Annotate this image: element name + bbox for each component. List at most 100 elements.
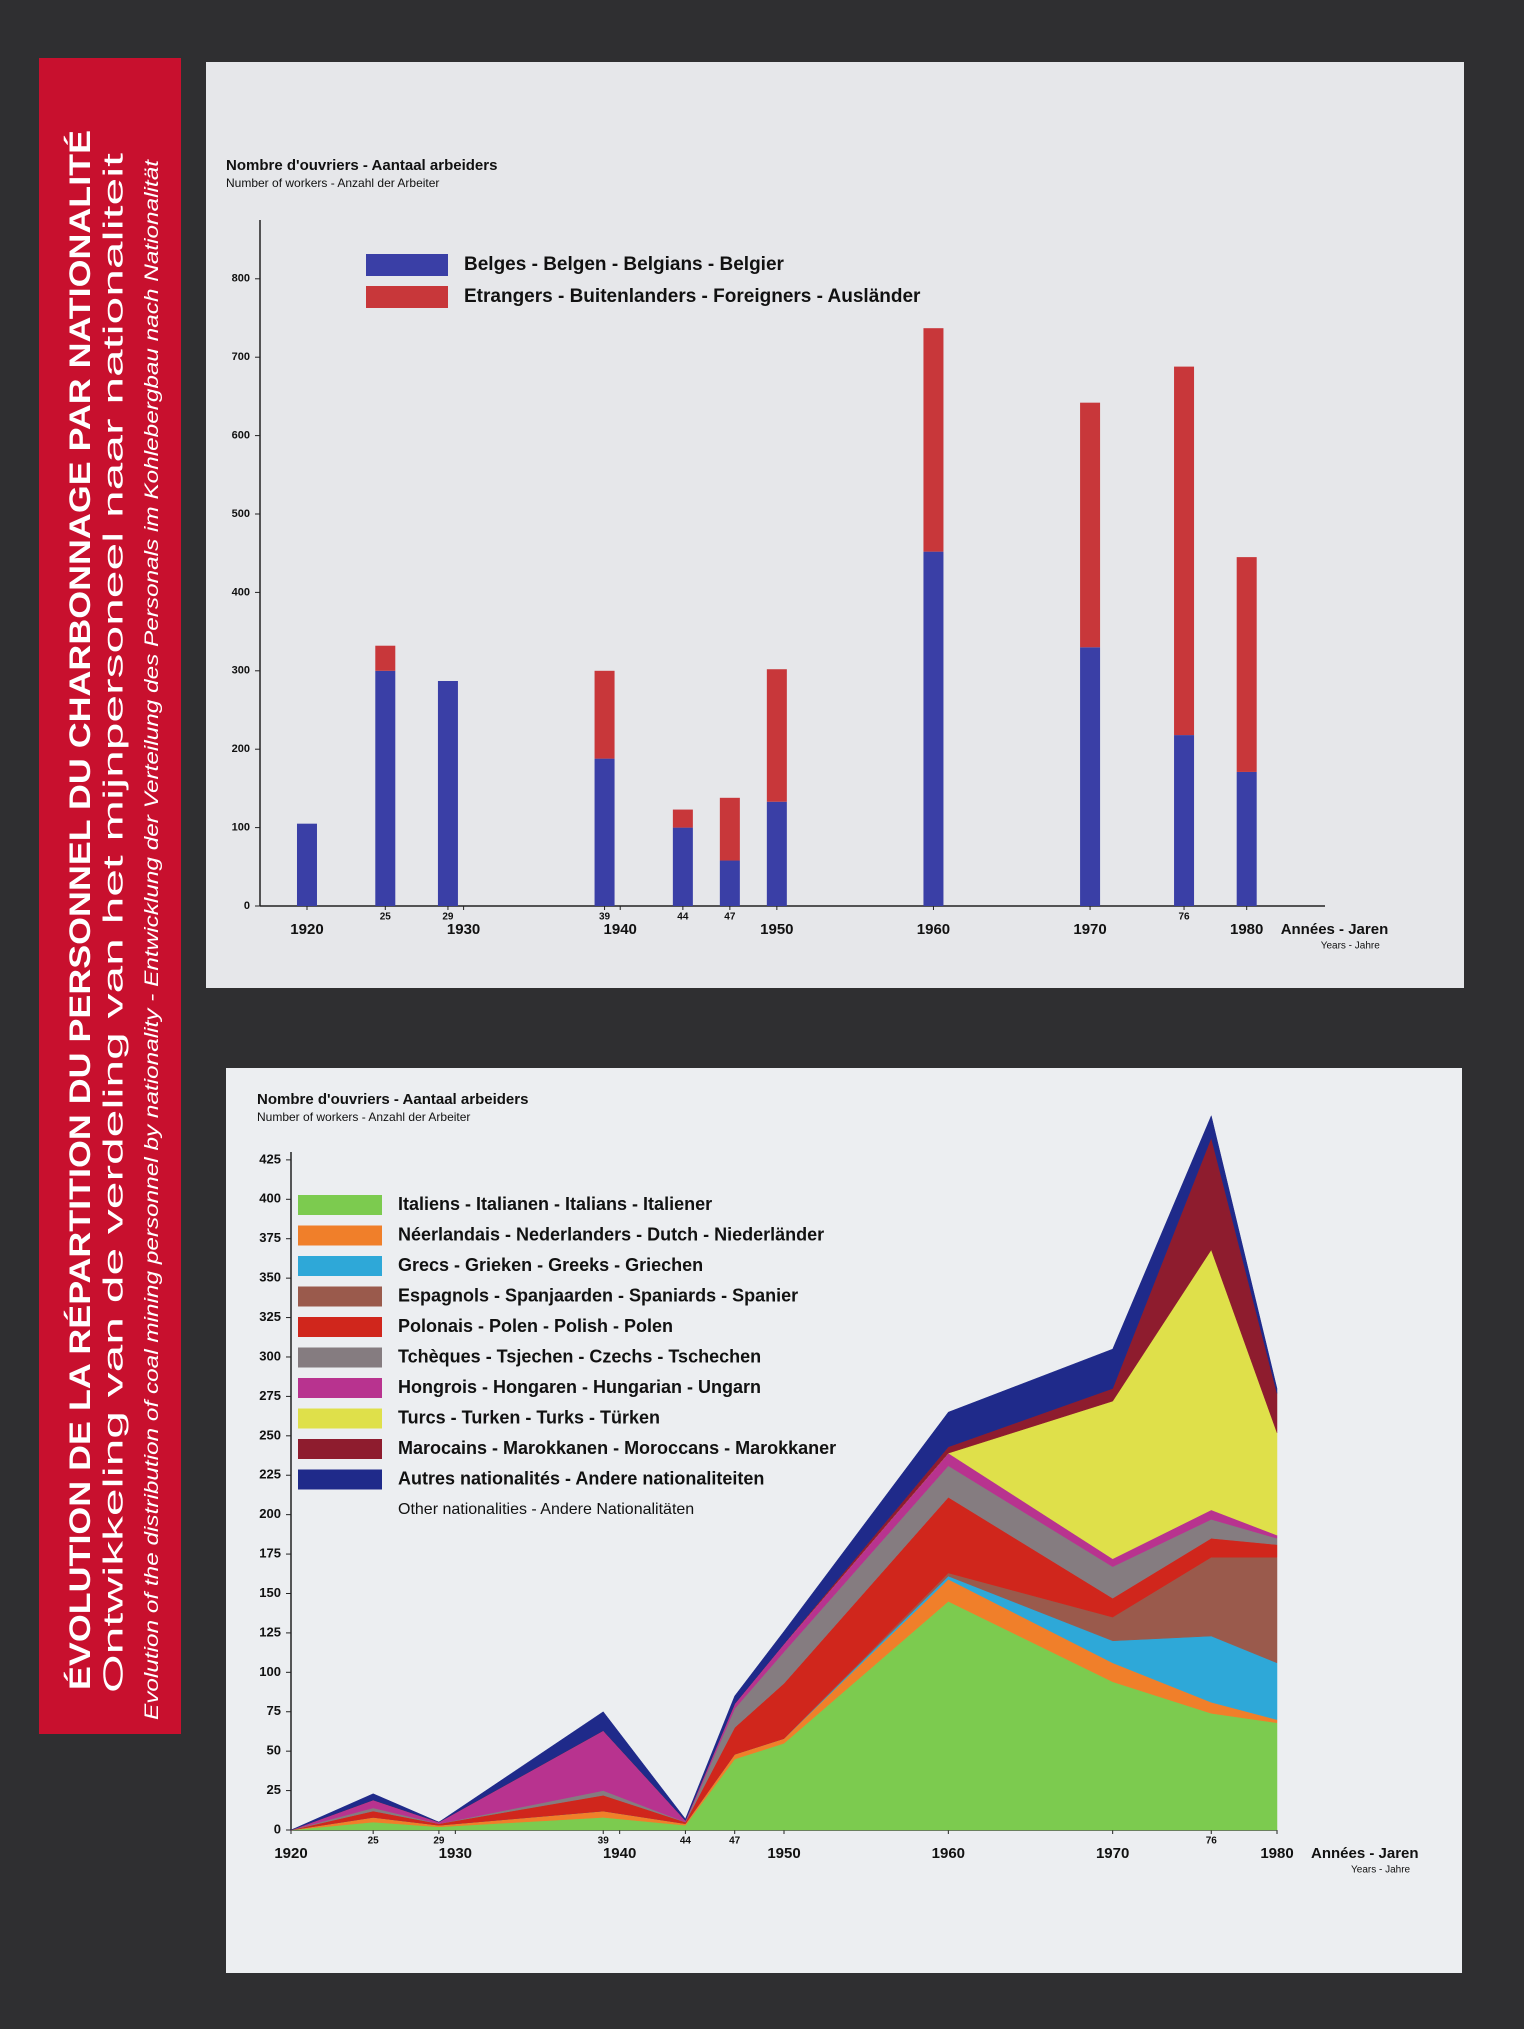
x-tick-label: 1960 <box>932 1845 965 1862</box>
bar-segment <box>1236 771 1257 906</box>
x-tick-label: 1950 <box>760 921 793 938</box>
legend-swatch <box>366 254 448 276</box>
legend-swatch <box>298 1286 382 1307</box>
y-tick-label: 300 <box>232 665 250 677</box>
bar-segment <box>923 551 944 906</box>
y-axis-title: Nombre d'ouvriers - Aantaal arbeiders <box>226 157 497 174</box>
bar-segment <box>766 669 787 802</box>
legend-label: Italiens - Italianen - Italians - Italie… <box>398 1194 712 1214</box>
x-tick-label: 39 <box>598 1836 610 1847</box>
bar-segment <box>1080 402 1101 648</box>
x-tick-label: 1930 <box>447 921 480 938</box>
legend-label: Etrangers - Buitenlanders - Foreigners -… <box>464 286 921 307</box>
y-tick-label: 300 <box>259 1348 281 1363</box>
banner <box>39 58 181 1734</box>
y-tick-label: 50 <box>267 1743 281 1758</box>
y-tick-label: 500 <box>232 508 250 520</box>
y-tick-label: 100 <box>259 1664 281 1679</box>
bar-segment <box>594 758 615 906</box>
legend-label: Grecs - Grieken - Greeks - Griechen <box>398 1255 703 1275</box>
y-axis-title: Nombre d'ouvriers - Aantaal arbeiders <box>257 1091 528 1108</box>
x-tick-label: 1960 <box>917 921 950 938</box>
y-tick-label: 100 <box>232 822 250 834</box>
x-axis-subtitle: Years - Jahre <box>1321 941 1381 952</box>
y-tick-label: 400 <box>259 1191 281 1206</box>
x-tick-label: 1940 <box>604 921 637 938</box>
x-tick-label: 1920 <box>274 1845 307 1862</box>
y-tick-label: 200 <box>259 1506 281 1521</box>
area <box>290 1114 1278 1831</box>
x-tick-label: 1920 <box>290 921 323 938</box>
y-tick-label: 225 <box>259 1467 281 1482</box>
y-tick-label: 0 <box>244 900 250 912</box>
y-tick-label: 175 <box>259 1546 281 1561</box>
legend-swatch <box>298 1317 382 1337</box>
bar-segment <box>437 680 458 906</box>
bar-segment <box>766 801 787 906</box>
y-tick-label: 375 <box>259 1230 281 1245</box>
x-tick-label: 25 <box>368 1836 380 1847</box>
x-tick-label: 1980 <box>1260 1845 1293 1862</box>
legend-label: Néerlandais - Nederlanders - Dutch - Nie… <box>398 1224 824 1244</box>
y-tick-label: 200 <box>232 743 250 755</box>
legend-label: Turcs - Turken - Turks - Türken <box>398 1407 660 1427</box>
x-tick-label: 76 <box>1206 1836 1218 1847</box>
y-tick-label: 150 <box>259 1585 281 1600</box>
bar-segment <box>719 797 740 861</box>
legend-swatch <box>366 286 448 308</box>
y-tick-label: 700 <box>232 351 250 363</box>
x-tick-label: 1970 <box>1096 1845 1129 1862</box>
y-tick-label: 600 <box>232 430 250 442</box>
bar-segment <box>375 670 396 906</box>
y-tick-label: 250 <box>259 1427 281 1442</box>
x-tick-label: 39 <box>599 912 611 923</box>
legend-swatch <box>298 1195 382 1215</box>
banner-caption: Evolution of the distribution of coal mi… <box>142 159 163 1720</box>
bar-segment <box>594 670 615 759</box>
legend-swatch <box>298 1378 382 1398</box>
legend-label: Tchèques - Tsjechen - Czechs - Tschechen <box>398 1346 761 1366</box>
bar-segment <box>672 809 693 828</box>
x-tick-label: 1930 <box>439 1845 472 1862</box>
legend-label: Hongrois - Hongaren - Hungarian - Ungarn <box>398 1377 761 1397</box>
y-tick-label: 25 <box>267 1782 281 1797</box>
legend-note: Other nationalities - Andere Nationalitä… <box>398 1501 694 1518</box>
x-tick-label: 44 <box>680 1836 692 1847</box>
legend-swatch <box>298 1469 382 1490</box>
y-tick-label: 425 <box>259 1151 281 1166</box>
x-tick-label: 76 <box>1178 912 1190 923</box>
legend-label: Marocains - Marokkanen - Moroccans - Mar… <box>398 1438 836 1458</box>
x-tick-label: 1970 <box>1073 921 1106 938</box>
legend-label: Polonais - Polen - Polish - Polen <box>398 1316 673 1336</box>
x-tick-label: 47 <box>729 1836 741 1847</box>
legend-label: Espagnols - Spanjaarden - Spaniards - Sp… <box>398 1285 798 1305</box>
bar-segment <box>296 823 317 906</box>
legend-swatch <box>298 1439 382 1459</box>
y-axis-subtitle: Number of workers - Anzahl der Arbeiter <box>257 1110 470 1124</box>
bar-segment <box>375 645 396 671</box>
x-tick-label: 29 <box>442 912 454 923</box>
y-tick-label: 400 <box>232 586 250 598</box>
bar-segment <box>923 328 944 552</box>
legend-swatch <box>298 1408 382 1429</box>
bar-segment <box>1236 557 1257 772</box>
x-axis-title: Années - Jaren <box>1281 921 1389 938</box>
y-tick-label: 75 <box>267 1703 281 1718</box>
y-tick-label: 350 <box>259 1270 281 1285</box>
y-tick-label: 275 <box>259 1388 281 1403</box>
legend-swatch <box>298 1225 382 1246</box>
y-tick-label: 125 <box>259 1624 281 1639</box>
banner-title: ÉVOLUTION DE LA RÉPARTITION DU PERSONNEL… <box>63 130 97 1690</box>
x-tick-label: 1980 <box>1230 921 1263 938</box>
x-tick-label: 44 <box>677 912 689 923</box>
y-tick-label: 0 <box>274 1821 281 1836</box>
legend-swatch <box>298 1347 382 1368</box>
x-tick-label: 29 <box>433 1836 445 1847</box>
y-axis-subtitle: Number of workers - Anzahl der Arbeiter <box>226 176 439 190</box>
x-tick-label: 47 <box>724 912 736 923</box>
x-axis-subtitle: Years - Jahre <box>1351 1865 1411 1876</box>
bar-segment <box>719 860 740 906</box>
bar-segment <box>1080 647 1101 906</box>
x-tick-label: 25 <box>380 912 392 923</box>
